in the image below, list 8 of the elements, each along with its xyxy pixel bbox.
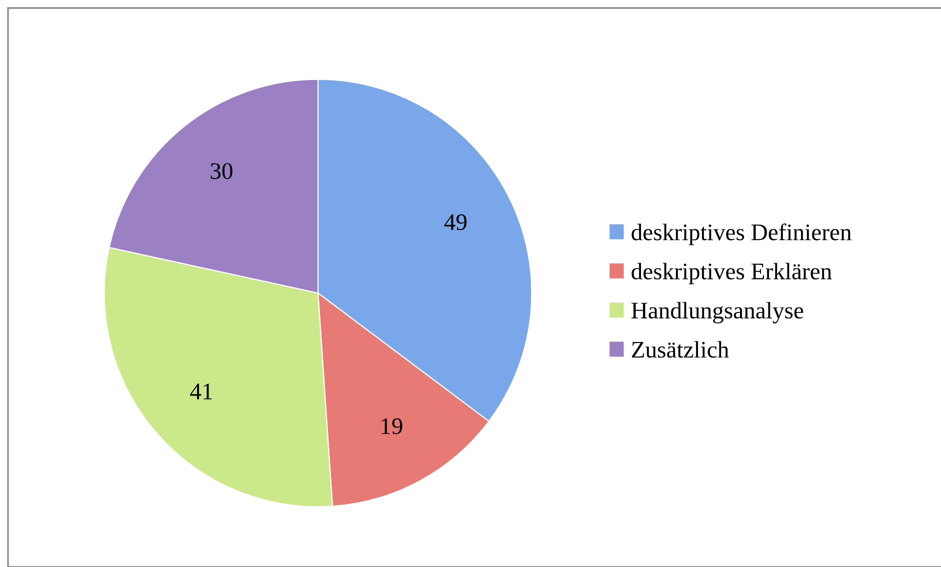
data-label: 49 bbox=[444, 214, 466, 230]
legend-label: deskriptives Definieren bbox=[632, 223, 852, 246]
legend-label: Handlungsanalyse bbox=[632, 302, 804, 324]
legend-label: Zusätzlich bbox=[632, 341, 729, 358]
legend-label: deskriptives Erklären bbox=[632, 262, 832, 284]
data-label: 41 bbox=[190, 384, 212, 400]
data-label: 19 bbox=[382, 418, 402, 434]
data-label: 30 bbox=[210, 163, 232, 180]
